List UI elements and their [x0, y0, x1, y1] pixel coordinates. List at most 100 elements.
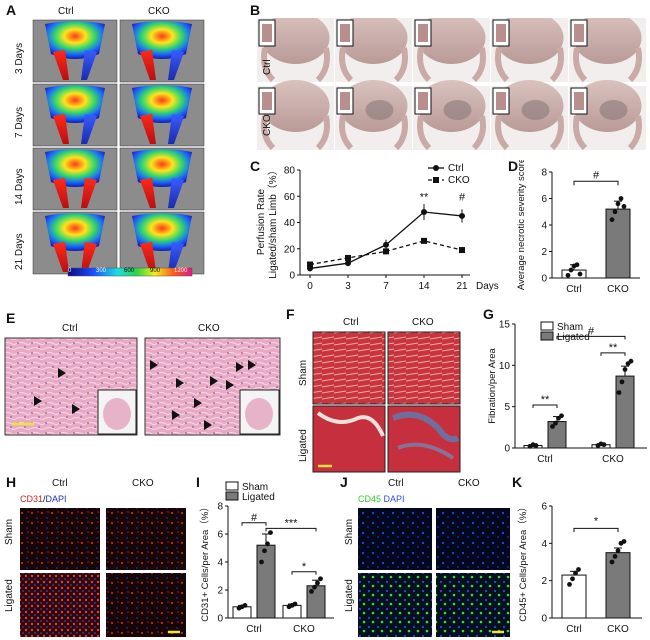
chart-g-x-tick-label: CKO: [602, 454, 624, 465]
chart-d-bar-cko: [605, 208, 631, 279]
chart-c: 0 20 40 60 80 0 3 7 14 21 Days Perfusion Rate Ligate…: [256, 163, 499, 292]
panel-h-fluorescence: [20, 508, 186, 637]
chart-i-bracket: [265, 527, 317, 532]
panel-letter-c: C: [250, 158, 261, 174]
panel-letter-i: I: [196, 474, 200, 490]
chart-k-y-tick-label: 6: [541, 502, 547, 513]
chart-g-y-tick-label: 5: [504, 402, 510, 413]
panel-j-row-sham: Sham: [344, 518, 355, 545]
chart-i-datapoint: [315, 580, 320, 586]
chart-c-point-ctrl: [459, 212, 465, 219]
panel-j-stain-label: CD45/DAPI: [358, 494, 405, 504]
chart-k-y-tick-label: 4: [541, 539, 547, 550]
panel-letter-k: K: [512, 474, 523, 490]
chart-i-bracket: [291, 571, 317, 575]
chart-c-y-tick-label: 80: [284, 166, 296, 177]
chart-c-ylabel-line1: Perfusion Rate: [256, 188, 267, 255]
arrowhead-marker: [194, 398, 202, 408]
chart-d-datapoint: [621, 204, 627, 209]
colorbar-tick-600: 600: [124, 268, 135, 274]
chart-c-y-tick-label: 60: [284, 192, 296, 203]
panel-letter-f: F: [286, 306, 295, 322]
arrowhead-marker: [34, 396, 42, 406]
chart-d-x-tick-label: Ctrl: [566, 284, 582, 295]
panel-h-stain-label: CD31/DAPI: [20, 494, 67, 504]
colorbar-tick-900: 900: [150, 268, 161, 274]
chart-i-bar-ligated: [256, 544, 276, 619]
chart-i-datapoint: [242, 603, 248, 608]
panel-j-row-ligated: Ligated: [344, 579, 355, 612]
panel-j-fluorescence: [358, 508, 510, 637]
colorbar: [67, 267, 193, 277]
chart-c-x-tick-label: 0: [307, 281, 313, 292]
chart-d-datapoint: [565, 272, 571, 278]
panel-f-row-ligated: Ligated: [298, 429, 309, 462]
chart-d-x-tick-label: CKO: [607, 284, 629, 295]
panel-e-col-ctrl: Ctrl: [62, 323, 78, 334]
panel-f-col-cko: CKO: [412, 317, 434, 328]
chart-i-datapoint: [312, 584, 317, 590]
panel-letter-e: E: [6, 310, 16, 326]
panel-b-row-ctrl: Ctrl: [262, 59, 273, 75]
ldi-image: [32, 211, 118, 275]
chart-g-datapoint: [616, 390, 622, 396]
chart-c-ylabel-line2: Ligated/sham Limb（%）: [267, 165, 279, 278]
chart-k-datapoint: [609, 559, 615, 565]
panel-a-row-21days: 21 Days: [14, 233, 25, 270]
chart-i-datapoint: [262, 548, 267, 554]
chart-i-y-tick-label: 6: [217, 530, 223, 541]
panel-a-row-14days: 14 Days: [14, 168, 25, 205]
chart-i-legend-swatch-sham: [225, 481, 239, 491]
chart-i-significance: #: [251, 512, 258, 524]
chart-c-point-ctrl: [421, 209, 427, 215]
chart-k-bracket: [573, 527, 619, 533]
chart-d-datapoint: [612, 209, 618, 215]
chart-g-datapoint: [601, 442, 607, 448]
chart-c-xlabel: Days: [476, 281, 499, 292]
chart-d-y-tick-label: 2: [541, 247, 547, 258]
cd45-label: CD45: [358, 494, 382, 504]
arrowhead-marker: [176, 378, 184, 388]
panel-b-row-cko: CKO: [262, 114, 273, 136]
ldi-image: [32, 83, 118, 147]
panel-letter-a: A: [6, 2, 17, 18]
panel-a-col-cko: CKO: [148, 6, 170, 17]
chart-k-datapoint: [612, 554, 618, 559]
chart-g-y-tick-label: 10: [499, 361, 511, 372]
chart-k-y-tick-label: 0: [541, 614, 547, 625]
chart-i-significance: ***: [285, 517, 299, 529]
ldi-image: [119, 211, 205, 275]
chart-g-legend-ligated: Ligated: [557, 332, 590, 343]
chart-d-ylabel: Average necrotic severity score: [516, 160, 527, 290]
chart-g-bar-ligated: [615, 375, 635, 449]
panel-letter-h: H: [6, 474, 17, 490]
panel-h-col-cko: CKO: [132, 478, 154, 489]
arrowhead-marker: [236, 362, 244, 372]
chart-k-datapoint: [573, 570, 578, 576]
ldi-image: [32, 19, 118, 83]
arrowhead-marker: [72, 404, 80, 414]
stain-separator-j: /: [381, 494, 384, 504]
chart-c-significance: #: [459, 191, 466, 203]
chart-g-legend-swatch-ligated: [540, 331, 554, 341]
chart-c-point-cko: [307, 261, 313, 268]
chart-g-x-tick-label: Ctrl: [537, 454, 553, 465]
panel-b-photo-strip: [257, 18, 646, 151]
chart-i-y-tick-label: 4: [217, 558, 223, 569]
limb-photo: [491, 18, 568, 83]
panel-letter-j: J: [340, 474, 348, 490]
chart-k-significance: *: [594, 516, 599, 528]
chart-i-significance: *: [302, 561, 307, 573]
stain-separator: /: [43, 494, 46, 504]
chart-g-legend-swatch-sham: [540, 321, 554, 331]
chart-c-x-tick-label: 14: [418, 281, 430, 292]
chart-k-datapoint: [576, 567, 581, 572]
chart-d-datapoint: [615, 201, 621, 207]
chart-d-datapoint: [568, 267, 574, 273]
chart-g-datapoint: [559, 413, 564, 419]
chart-d-y-tick-label: 8: [541, 168, 547, 179]
chart-k-y-tick-label: 2: [541, 576, 547, 587]
chart-g-datapoint: [622, 367, 628, 372]
cd31-label: CD31: [20, 494, 44, 504]
dapi-label: DAPI: [45, 494, 67, 504]
